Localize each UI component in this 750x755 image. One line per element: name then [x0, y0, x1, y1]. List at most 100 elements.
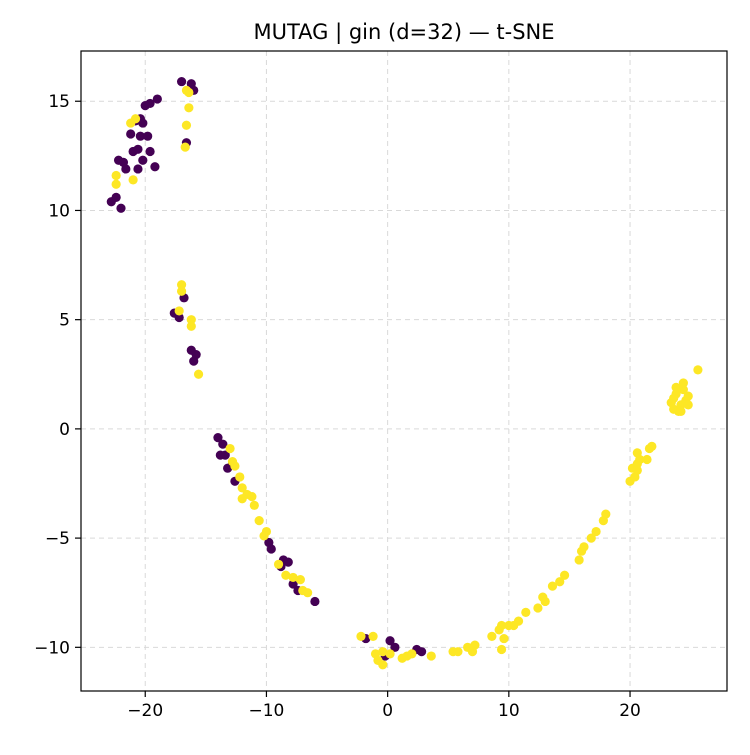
data-point-class-1 [499, 633, 509, 644]
data-point-class-0 [189, 356, 199, 366]
data-point-class-1 [513, 616, 524, 626]
data-point-class-1 [273, 559, 284, 569]
data-point-class-1 [453, 647, 463, 657]
data-point-class-0 [310, 596, 320, 607]
data-point-class-1 [632, 465, 642, 475]
data-point-class-1 [669, 393, 679, 403]
y-tick-label: 0 [59, 420, 70, 440]
data-point-class-0 [218, 439, 228, 449]
data-point-class-0 [215, 450, 225, 460]
data-point-class-0 [213, 433, 223, 443]
data-point-class-1 [181, 120, 192, 130]
data-point-class-1 [467, 647, 478, 657]
axis-ticks: −20 −10 0 10 20 −10 −5 0 5 10 15 [34, 92, 641, 721]
data-point-class-0 [133, 164, 143, 174]
data-point-class-1 [235, 472, 245, 482]
data-point-class-1 [378, 660, 388, 670]
data-point-class-1 [533, 603, 543, 613]
data-point-class-1 [174, 306, 184, 316]
data-point-class-0 [145, 98, 155, 109]
y-tick-label: −10 [34, 638, 70, 658]
data-point-class-1 [426, 651, 436, 661]
data-point-class-1 [128, 175, 138, 185]
data-point-class-0 [416, 647, 427, 657]
data-point-class-1 [678, 384, 688, 395]
data-point-class-0 [111, 192, 121, 202]
data-point-class-0 [133, 144, 143, 154]
data-point-class-0 [138, 118, 148, 128]
data-point-class-1 [586, 533, 596, 543]
data-point-class-1 [247, 491, 257, 502]
data-point-class-1 [632, 448, 642, 458]
data-point-class-1 [356, 631, 366, 641]
data-point-class-1 [281, 570, 291, 580]
y-tick-label: 10 [48, 201, 70, 221]
chart-title: MUTAG | gin (d=32) — t-SNE [253, 20, 554, 45]
data-point-class-1 [521, 607, 531, 617]
data-point-class-0 [138, 155, 148, 165]
data-point-class-1 [385, 649, 395, 659]
data-point-class-1 [574, 555, 584, 565]
data-point-class-1 [288, 572, 298, 583]
data-point-class-1 [601, 509, 611, 519]
data-point-class-0 [174, 312, 184, 323]
data-point-class-0 [150, 162, 160, 172]
data-points [106, 76, 703, 670]
data-point-class-1 [181, 85, 192, 95]
plot-frame [80, 50, 728, 692]
data-point-class-1 [259, 531, 269, 541]
data-point-class-1 [249, 500, 259, 510]
data-point-class-0 [143, 131, 153, 141]
data-point-class-1 [130, 114, 141, 124]
data-point-class-1 [683, 400, 693, 410]
data-point-class-0 [283, 557, 293, 567]
y-tick-label: 15 [48, 92, 70, 112]
data-point-class-0 [152, 94, 162, 104]
data-point-class-0 [145, 146, 155, 157]
data-point-class-1 [254, 516, 264, 526]
data-point-class-1 [496, 644, 507, 655]
data-point-class-1 [193, 369, 204, 379]
data-point-class-0 [135, 131, 145, 141]
data-point-class-0 [385, 636, 395, 646]
data-point-class-1 [693, 365, 703, 375]
data-point-class-1 [184, 103, 194, 113]
data-point-class-1 [540, 596, 550, 607]
data-point-class-1 [230, 461, 240, 471]
data-point-class-1 [642, 454, 652, 465]
data-point-class-1 [111, 179, 121, 189]
data-point-class-0 [176, 76, 187, 87]
data-point-class-1 [683, 391, 693, 401]
data-point-class-1 [111, 170, 121, 181]
y-tick-label: 5 [59, 311, 70, 331]
x-tick-label: 10 [498, 701, 520, 721]
data-point-class-1 [579, 542, 589, 552]
data-point-class-1 [180, 142, 190, 152]
data-point-class-1 [378, 647, 388, 657]
data-point-class-1 [237, 494, 247, 504]
data-point-class-1 [678, 378, 688, 388]
data-point-class-1 [225, 443, 235, 454]
x-tick-label: −20 [127, 701, 163, 721]
data-point-class-0 [113, 155, 124, 165]
data-point-class-0 [390, 642, 400, 652]
y-tick-label: −5 [45, 529, 70, 549]
data-point-class-1 [186, 315, 196, 325]
data-point-class-0 [288, 579, 298, 589]
data-point-class-1 [555, 577, 565, 587]
data-point-class-1 [487, 631, 497, 641]
data-point-class-1 [647, 441, 657, 451]
data-point-class-0 [116, 203, 126, 213]
data-point-class-1 [176, 280, 187, 290]
x-tick-label: −10 [248, 701, 284, 721]
data-point-class-1 [547, 581, 558, 591]
data-point-class-1 [496, 620, 507, 631]
data-point-class-1 [303, 588, 313, 598]
data-point-class-0 [126, 129, 136, 139]
x-tick-label: 20 [619, 701, 641, 721]
data-point-class-1 [237, 483, 247, 493]
data-point-class-1 [186, 321, 196, 331]
